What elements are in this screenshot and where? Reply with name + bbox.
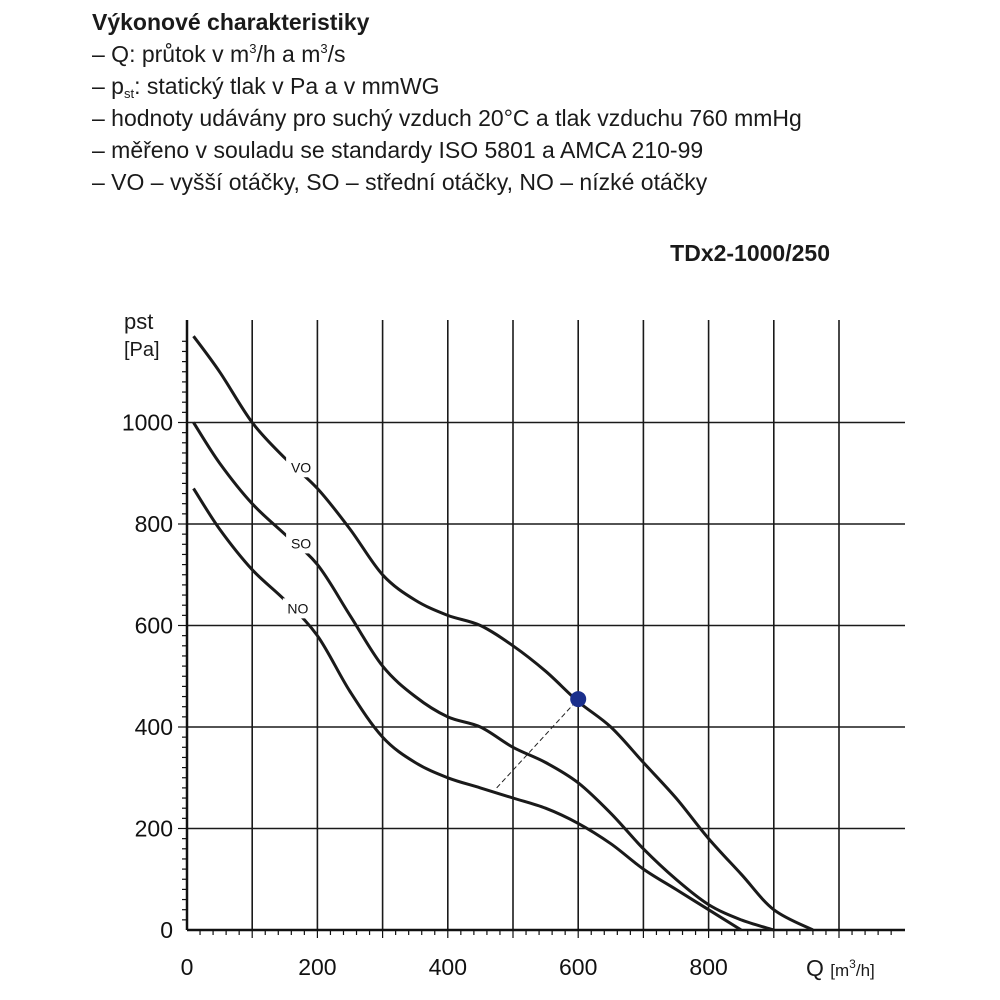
pressure-sub: st <box>123 86 135 101</box>
y-tick-label: 0 <box>160 917 173 943</box>
x-tick-label: 600 <box>559 954 597 980</box>
x-axis-unit-suffix: /h] <box>855 961 875 980</box>
flow-sup-2: 3 <box>320 41 328 56</box>
curve-label-no: NO <box>287 600 308 616</box>
x-axis-unit-prefix: [m <box>830 961 850 980</box>
legend-line-pressure: – pst: statický tlak v Pa a v mmWG <box>92 70 802 102</box>
x-axis-unit-sup: 3 <box>849 957 856 971</box>
x-tick-label: 400 <box>429 954 467 980</box>
curve-label-so: SO <box>291 535 311 551</box>
chart-title: TDx2-1000/250 <box>670 240 830 266</box>
y-tick-label: 600 <box>135 613 173 639</box>
x-tick-label: 0 <box>181 954 194 980</box>
flow-text-mid: /h a m <box>256 41 321 67</box>
legend-line-standards: – měřeno v souladu se standardy ISO 5801… <box>92 137 704 163</box>
x-axis-unit: [m3/h] <box>830 958 875 980</box>
curve-so <box>192 421 775 932</box>
legend-line-speeds: – VO – vyšší otáčky, SO – střední otáčky… <box>92 169 708 195</box>
curve-vo <box>192 335 814 932</box>
flow-sup-1: 3 <box>249 41 257 56</box>
curve-label-bg <box>286 533 317 554</box>
pressure-text-suffix: : statický tlak v Pa a v mmWG <box>134 73 440 99</box>
y-tick-label: 800 <box>135 511 173 537</box>
flow-text-suffix: /s <box>327 41 346 67</box>
curve-label-bg <box>282 598 313 619</box>
y-tick-label: 1000 <box>122 410 173 436</box>
x-tick-label: 200 <box>298 954 336 980</box>
system-line <box>496 698 579 789</box>
y-axis-unit: [Pa] <box>124 339 160 361</box>
legend-line-conditions: – hodnoty udávány pro suchý vzduch 20°C … <box>92 105 802 131</box>
curve-label-vo: VO <box>291 459 311 475</box>
operating-point <box>570 691 587 708</box>
curve-no <box>192 487 742 932</box>
pressure-text-prefix: – p <box>92 73 124 99</box>
x-tick-label: 800 <box>689 954 727 980</box>
curve-label-bg <box>286 457 317 478</box>
y-axis-symbol: pst <box>124 309 154 334</box>
legend-line-flow: – Q: průtok v m3/h a m3/s <box>92 38 802 70</box>
x-axis-symbol: Q <box>806 955 824 981</box>
flow-text-prefix: – Q: průtok v m <box>92 41 250 67</box>
section-title: Výkonové charakteristiky <box>92 9 370 35</box>
x-axis-label: Q [m3/h] <box>806 955 875 982</box>
header: Výkonové charakteristiky – Q: průtok v m… <box>92 6 802 198</box>
y-tick-label: 400 <box>135 714 173 740</box>
y-tick-label: 200 <box>135 816 173 842</box>
